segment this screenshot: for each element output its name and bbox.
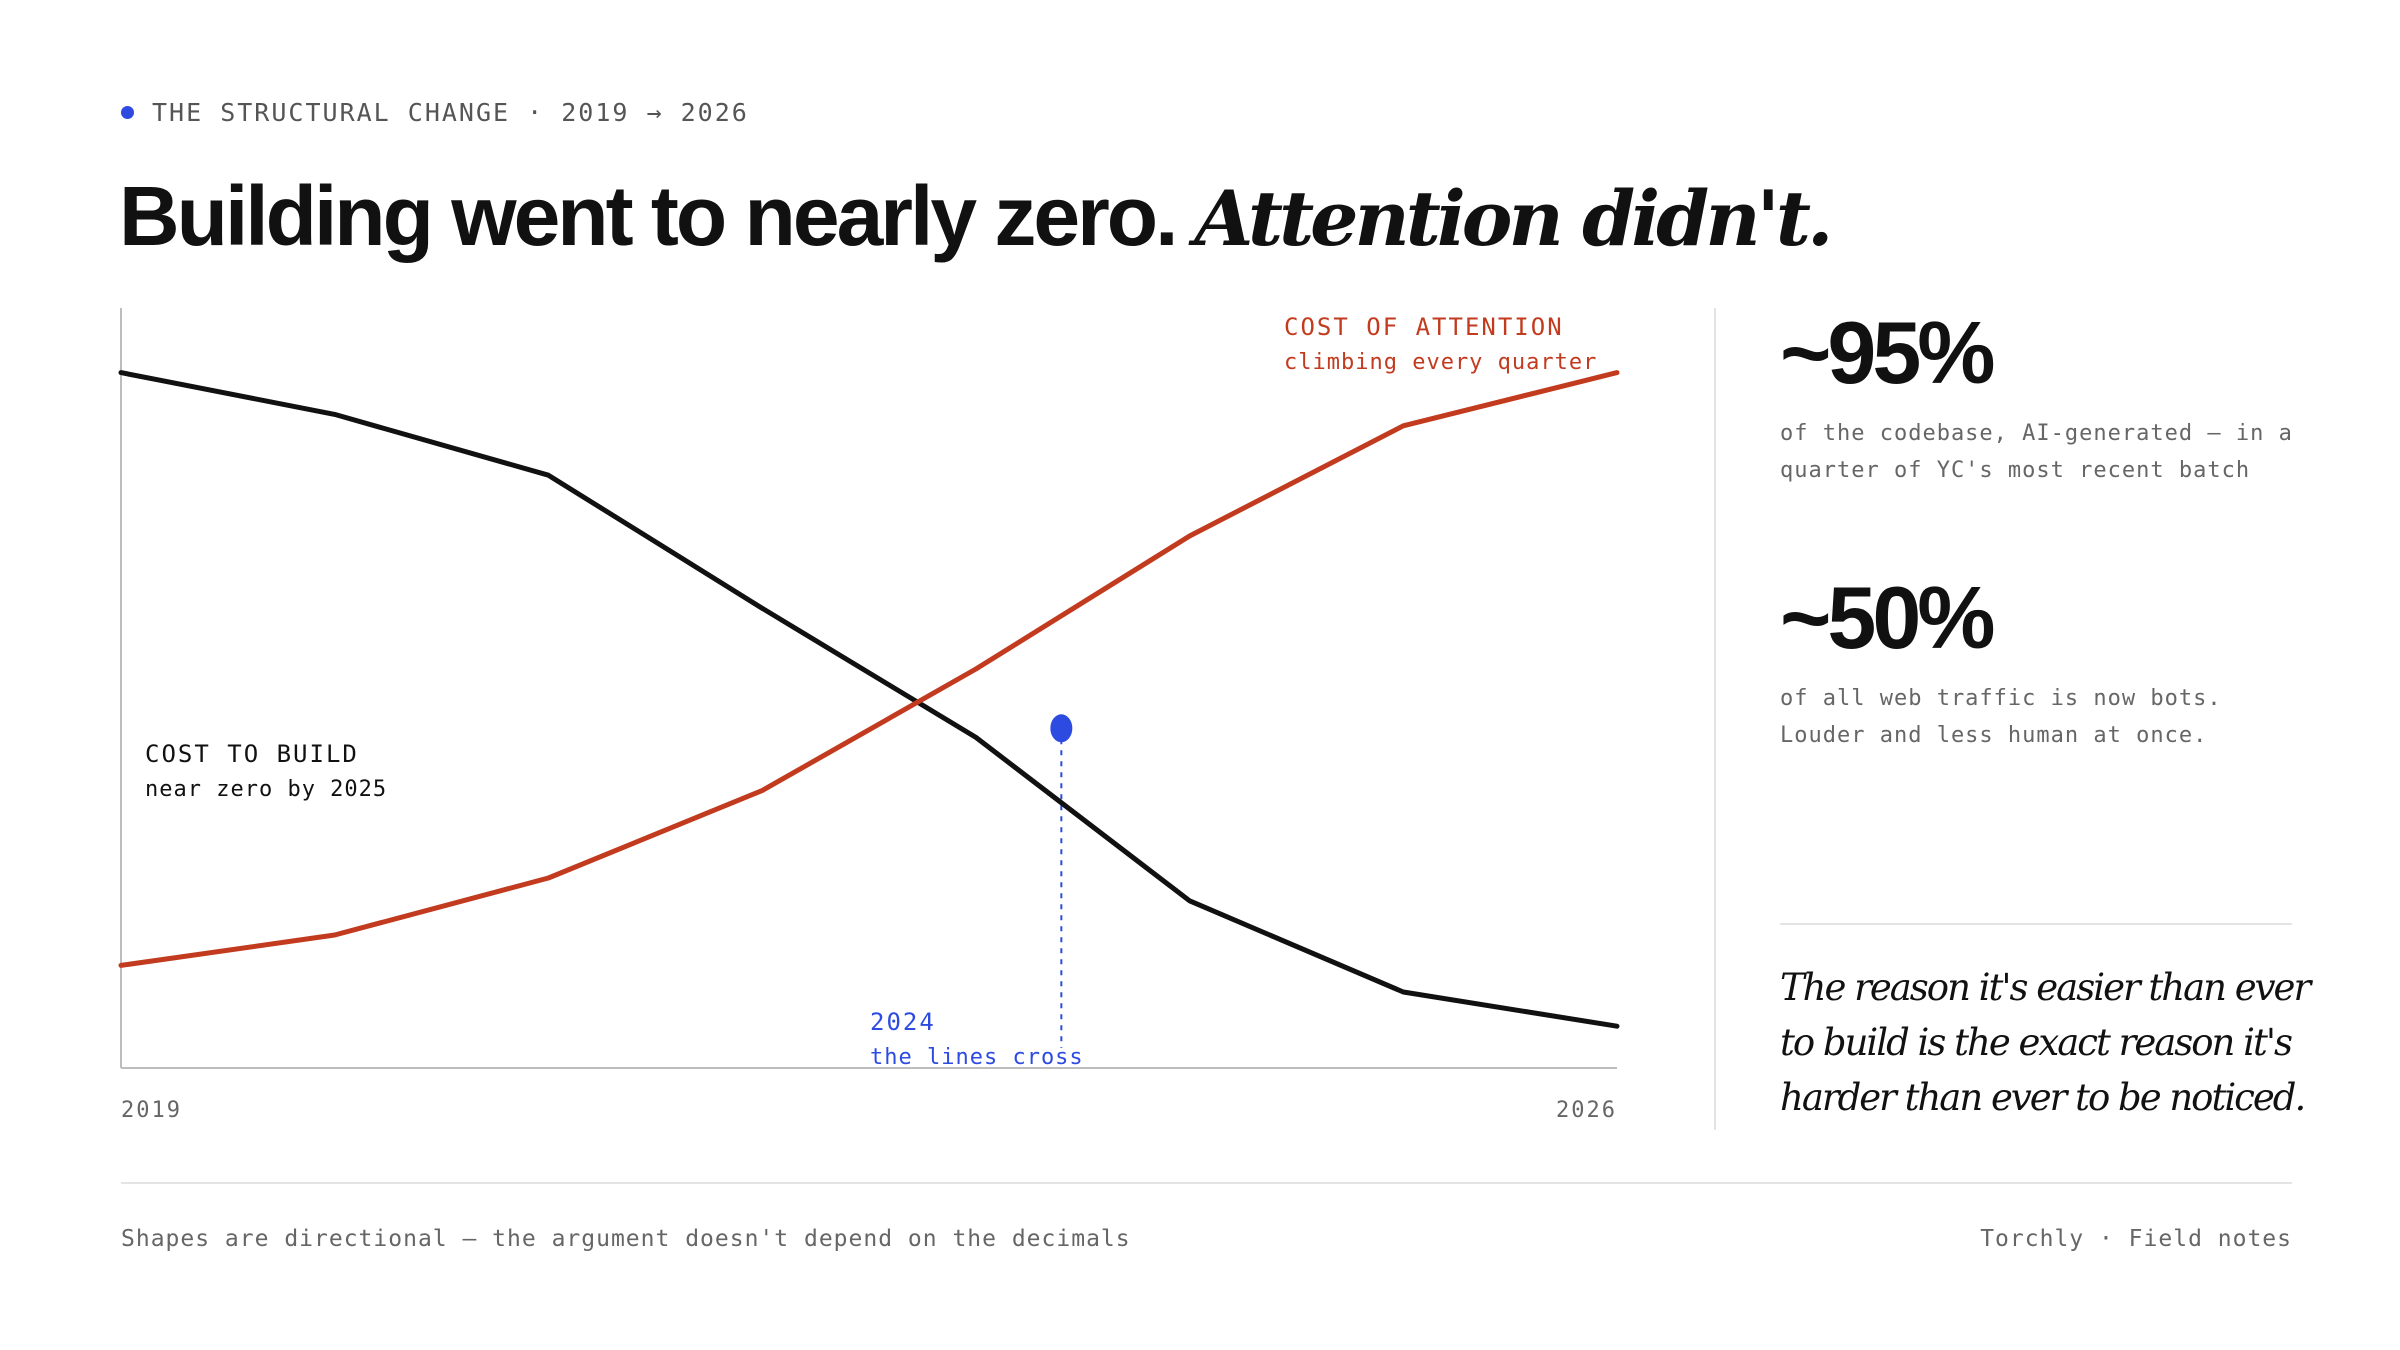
footer-divider <box>121 1182 2292 1184</box>
stat-value-code: ~95% <box>1780 303 1996 402</box>
eyebrow: THE STRUCTURAL CHANGE · 2019 → 2026 <box>121 98 749 127</box>
annotation-sub: the lines cross <box>870 1045 1084 1070</box>
eyebrow-label: THE STRUCTURAL CHANGE · 2019 → 2026 <box>152 98 749 127</box>
stat-value-bots: ~50% <box>1780 568 1996 667</box>
series-label-attention-sub: climbing every quarter <box>1284 350 1597 375</box>
stat-desc-bots: of all web traffic is now bots. Louder a… <box>1780 686 2222 748</box>
headline-accent: Attention didn't. <box>1194 174 1833 263</box>
series-line-attention <box>118 370 1620 968</box>
stat-desc-code: of the codebase, AI-generated — in a qua… <box>1780 421 2293 483</box>
line-chart: COST TO BUILD near zero by 2025 COST OF AT… <box>118 308 1620 1123</box>
series-line-build <box>118 370 1620 1029</box>
x-tick-start: 2019 <box>121 1098 182 1123</box>
eyebrow-dot-icon <box>121 106 134 119</box>
quote-divider <box>1780 923 2292 925</box>
footer-note: Shapes are directional — the argument do… <box>121 1226 1131 1252</box>
headline: Building went to nearly zero. Attention … <box>119 160 1833 290</box>
series-label-build-sub: near zero by 2025 <box>145 777 387 802</box>
cross-point <box>1050 714 1073 743</box>
x-tick-end: 2026 <box>1556 1098 1617 1123</box>
annotation-title: 2024 <box>870 1008 936 1036</box>
series-label-build-title: COST TO BUILD <box>145 740 359 768</box>
headline-main: Building went to nearly zero. <box>119 169 1178 263</box>
pull-quote: The reason it's easier than ever to buil… <box>1780 966 2311 1119</box>
footer-credit: Torchly · Field notes <box>1980 1226 2292 1252</box>
vertical-divider <box>1714 308 1716 1130</box>
series-label-attention-title: COST OF ATTENTION <box>1284 313 1564 341</box>
